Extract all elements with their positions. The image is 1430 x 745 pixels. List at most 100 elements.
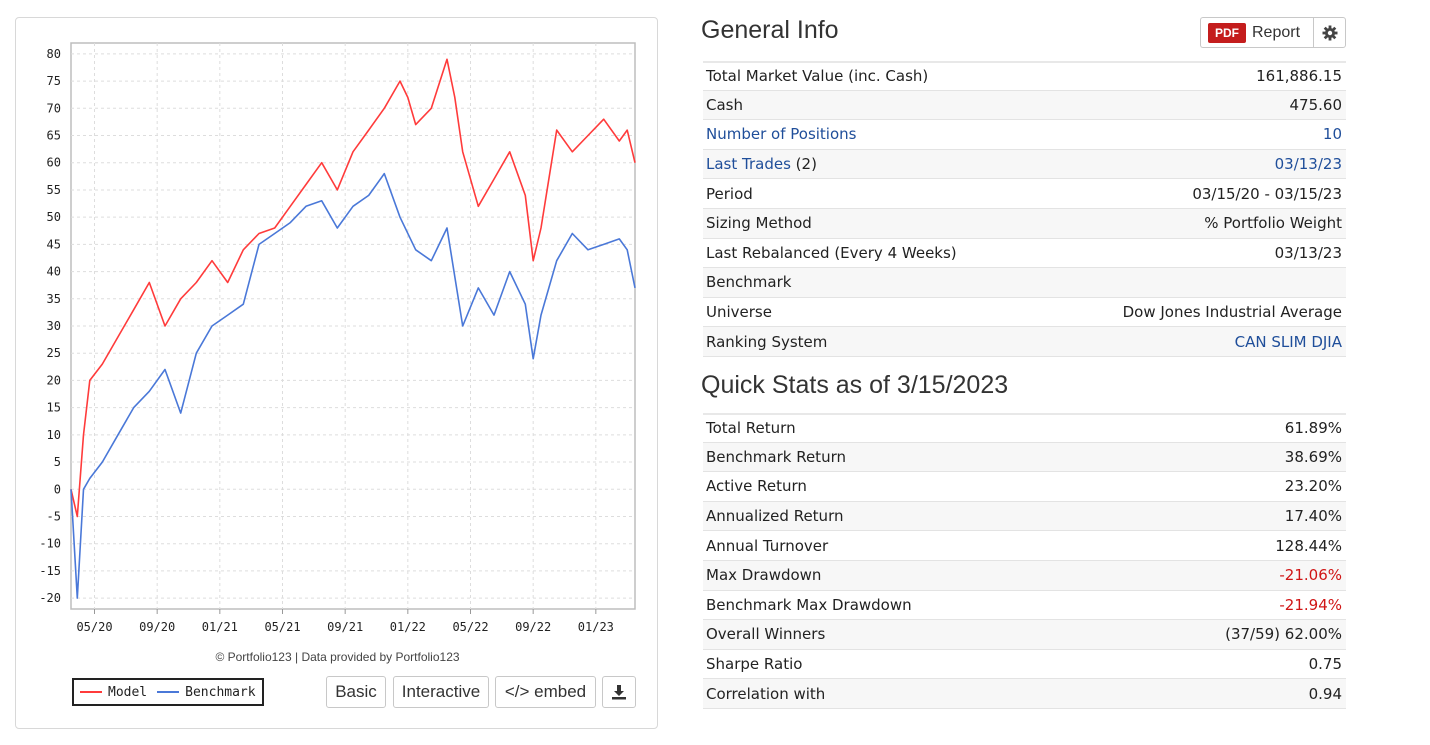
download-icon [612,685,626,700]
row-label: Cash [706,96,743,114]
embed-button[interactable]: </> embed [495,676,596,708]
chart-credit: © Portfolio123 | Data provided by Portfo… [215,650,460,664]
row-label-text: Annualized Return [706,507,844,526]
x-tick-label: 05/20 [76,620,112,634]
download-button[interactable] [602,676,636,708]
table-row: Period 03/15/20 - 03/15/23 [703,179,1346,209]
row-label-text: Annual Turnover [706,536,829,555]
table-row: Benchmark Return 38.69% [703,442,1346,473]
y-tick-label: 80 [47,47,61,61]
benchmark-legend-label[interactable]: Benchmark [185,684,256,700]
series-layer [70,58,636,599]
y-tick-label: 25 [47,346,61,360]
table-row: Benchmark [703,268,1346,298]
row-value: -21.06% [1279,566,1342,585]
y-tick-label: 5 [54,455,61,469]
row-value: 161,886.15 [1256,67,1342,86]
row-label-text: Benchmark Return [706,447,846,466]
quick-stats-title: Quick Stats as of 3/15/2023 [701,371,1009,399]
row-label: Benchmark [706,273,791,291]
y-axis-ticks: 80757065605550454035302520151050-5-10-15… [39,47,61,605]
row-label-text: Sizing Method [706,214,812,233]
y-tick-label: 75 [47,74,61,88]
row-label: Number of Positions [706,125,856,143]
x-tick-label: 09/22 [515,620,551,634]
row-label: Last Trades (2) [706,155,817,173]
row-label-text: Active Return [706,477,807,496]
row-label: Ranking System [706,333,827,351]
model-legend-label[interactable]: Model [108,684,148,700]
row-value: 38.69% [1284,447,1342,466]
y-tick-label: 40 [47,265,61,279]
row-label-text: Benchmark Max Drawdown [706,595,912,614]
y-tick-label: 0 [54,482,61,496]
chart-legend: Model Benchmark [72,678,264,706]
row-value: 0.75 [1308,655,1342,674]
performance-chart: 80757065605550454035302520151050-5-10-15… [39,42,636,634]
pdf-icon: PDF [1208,22,1246,43]
table-row: Universe Dow Jones Industrial Average [703,298,1346,328]
table-row: Total Return 61.89% [703,413,1346,443]
row-label: Annualized Return [706,507,843,525]
row-label-text: Last Rebalanced (Every 4 Weeks) [706,243,957,262]
interactive-button[interactable]: Interactive [393,676,489,708]
table-row: Number of Positions 10 [703,120,1346,150]
y-tick-label: 55 [47,183,61,197]
y-tick-label: 65 [47,129,61,143]
x-tick-label: 09/20 [139,620,175,634]
x-tick-label: 09/21 [327,620,363,634]
row-label: Correlation with [706,685,825,703]
row-label-link[interactable]: Last Trades [706,155,791,174]
report-label: Report [1252,23,1301,41]
benchmark-legend-swatch [157,691,180,693]
row-value: % Portfolio Weight [1204,214,1342,233]
row-label-text: Max Drawdown [706,566,822,585]
row-value: 61.89% [1284,419,1342,438]
x-axis-ticks: 05/20 09/20 01/21 05/21 09/21 01/22 05/22 09/22… [76,609,614,634]
row-label-text: Overall Winners [706,625,826,644]
y-tick-label: 30 [47,319,61,333]
table-row: Overall Winners (37/59) 62.00% [703,620,1346,650]
row-value-link[interactable]: 10 [1322,125,1342,144]
x-tick-label: 05/21 [264,620,300,634]
row-label-text: Universe [706,303,772,322]
table-row: Sizing Method % Portfolio Weight [703,208,1346,239]
row-value: 03/13/23 [1274,243,1342,262]
row-label-suffix: (2) [790,155,817,174]
row-value-link[interactable]: CAN SLIM DJIA [1234,332,1342,351]
quick-stats-table: Total Return 61.89% Benchmark Return 38.69%… [703,413,1346,709]
settings-button[interactable] [1313,17,1346,48]
y-tick-label: -10 [39,537,61,551]
x-tick-label: 01/21 [202,620,238,634]
row-label: Active Return [706,477,807,495]
row-label-text: Sharpe Ratio [706,655,803,674]
y-tick-label: 70 [47,101,61,115]
table-row: Total Market Value (inc. Cash) 161,886.15 [703,61,1346,91]
row-label-text: Total Market Value (inc. Cash) [706,67,929,86]
row-label: Benchmark Return [706,448,846,466]
row-label-text: Ranking System [706,332,828,351]
table-row: Annualized Return 17.40% [703,501,1346,532]
table-row: Annual Turnover 128.44% [703,531,1346,561]
model-series-line [70,58,636,518]
x-tick-label: 01/22 [390,620,426,634]
row-value: 23.20% [1284,477,1342,496]
row-label: Total Return [706,419,796,437]
row-label: Last Rebalanced (Every 4 Weeks) [706,244,957,262]
y-tick-label: 35 [47,292,61,306]
y-tick-label: 60 [47,156,61,170]
row-value-link[interactable]: 03/13/23 [1274,155,1342,174]
pdf-report-button[interactable]: PDF Report [1200,17,1313,48]
model-legend-swatch [80,691,102,693]
row-label: Max Drawdown [706,566,821,584]
row-label-text: Benchmark [706,273,792,292]
y-tick-label: 45 [47,237,61,251]
table-row: Sharpe Ratio 0.75 [703,650,1346,680]
row-label-link[interactable]: Number of Positions [706,125,857,144]
basic-button[interactable]: Basic [326,676,386,708]
y-tick-label: 10 [47,428,61,442]
table-row: Cash 475.60 [703,90,1346,121]
row-label: Sizing Method [706,214,812,232]
row-value: (37/59) 62.00% [1225,625,1342,644]
row-label-text: Cash [706,95,743,114]
